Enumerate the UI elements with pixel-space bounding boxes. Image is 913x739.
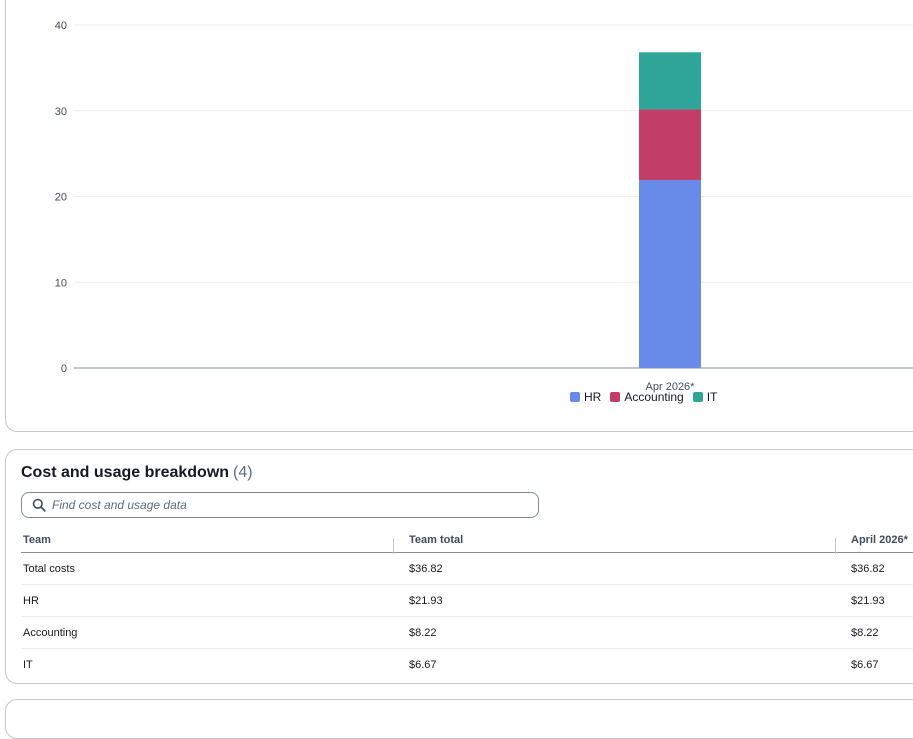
column-header-team-total-label: Team total <box>409 534 464 546</box>
bar-segment-hr <box>639 179 701 368</box>
legend-item-accounting[interactable]: Accounting <box>610 390 684 404</box>
cell-april-value: $21.93 <box>851 594 885 607</box>
column-divider[interactable] <box>835 538 836 554</box>
legend-item-hr[interactable]: HR <box>570 390 601 404</box>
cell-team-total-value: $36.82 <box>409 562 443 575</box>
cost-chart: 0 10 20 30 40 Apr 2026* <box>55 20 913 393</box>
column-header-april[interactable]: April 2026* <box>833 528 913 554</box>
column-header-team-label: Team <box>23 534 51 546</box>
legend-item-it[interactable]: IT <box>692 390 718 404</box>
cell-april-value: $36.82 <box>851 562 885 575</box>
breakdown-title: Cost and usage breakdown (4) <box>21 464 253 482</box>
column-header-april-label: April 2026* <box>851 534 908 546</box>
y-tick-label: 20 <box>55 192 67 204</box>
cell-team-total: $21.93 <box>391 584 833 617</box>
table-header-row: Team Team total April 2026* <box>21 528 913 554</box>
legend-swatch-hr <box>570 392 580 402</box>
cell-team-total-value: $8.22 <box>409 626 437 639</box>
table-row: Total costs $36.82 $36.82 <box>21 552 913 585</box>
cell-team-total: $8.22 <box>391 616 833 649</box>
legend-swatch-it <box>692 392 703 402</box>
breakdown-count: (4) <box>233 464 253 481</box>
table-row: IT $6.67 $6.67 <box>21 649 913 681</box>
cell-april-value: $6.67 <box>851 658 879 671</box>
table-row: Accounting $8.22 $8.22 <box>21 616 913 649</box>
cell-team: Accounting <box>21 616 391 649</box>
legend-label-hr: HR <box>584 390 602 404</box>
cell-april-value: $8.22 <box>851 626 879 639</box>
cell-team-total-value: $21.93 <box>409 594 443 607</box>
search-input[interactable] <box>52 498 522 512</box>
cost-chart-panel: 0 10 20 30 40 Apr 2026* HR Accounting IT <box>5 0 913 432</box>
breakdown-title-text: Cost and usage breakdown <box>21 464 230 481</box>
cell-april: $21.93 <box>833 584 913 617</box>
legend-swatch-accounting <box>610 392 621 402</box>
cell-team: IT <box>23 658 33 671</box>
bar-segment-it <box>639 52 701 110</box>
breakdown-panel: Cost and usage breakdown(4) Team Team to… <box>5 449 913 684</box>
y-tick-label: 30 <box>55 106 67 118</box>
column-header-team[interactable]: Team <box>21 528 391 553</box>
chart-legend: HR Accounting IT <box>570 390 726 404</box>
cell-team: Total costs <box>21 552 391 585</box>
y-tick-label: 0 <box>61 363 67 375</box>
x-tick-label: Apr 2026* <box>646 381 696 393</box>
y-tick-label: 40 <box>55 20 67 32</box>
y-tick-label: 10 <box>55 277 67 289</box>
column-divider[interactable] <box>393 538 394 554</box>
bar-segment-accounting <box>639 109 701 180</box>
next-panel <box>5 699 913 739</box>
table-row: HR $21.93 $21.93 <box>21 584 913 617</box>
column-header-team-total[interactable]: Team total <box>391 528 833 554</box>
search-icon <box>32 498 46 512</box>
cell-april: $36.82 <box>833 552 913 585</box>
cell-team-total: $36.82 <box>391 552 833 585</box>
cell-april: $8.22 <box>833 616 913 649</box>
legend-label-it: IT <box>706 390 718 404</box>
cell-team: HR <box>21 584 391 617</box>
breakdown-table: Team Team total April 2026* Total costs … <box>21 528 913 680</box>
search-field[interactable] <box>21 492 539 518</box>
cell-team-total: $6.67 <box>391 649 833 681</box>
legend-label-accounting: Accounting <box>624 390 684 404</box>
cell-team-total-value: $6.67 <box>409 658 437 671</box>
cell-april: $6.67 <box>833 649 913 681</box>
